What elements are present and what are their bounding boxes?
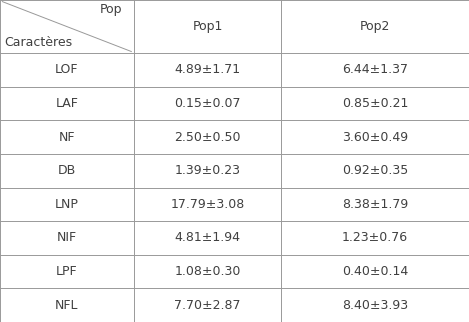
Text: Pop: Pop (99, 3, 122, 16)
Text: Pop1: Pop1 (192, 20, 223, 33)
Text: 7.70±2.87: 7.70±2.87 (174, 299, 241, 312)
Text: 0.92±0.35: 0.92±0.35 (342, 164, 408, 177)
Text: 3.60±0.49: 3.60±0.49 (342, 131, 408, 144)
Text: LNP: LNP (55, 198, 79, 211)
Text: 0.15±0.07: 0.15±0.07 (174, 97, 241, 110)
Text: 6.44±1.37: 6.44±1.37 (342, 63, 408, 76)
Text: 0.40±0.14: 0.40±0.14 (342, 265, 408, 278)
Text: 1.23±0.76: 1.23±0.76 (342, 232, 408, 244)
Text: 2.50±0.50: 2.50±0.50 (174, 131, 241, 144)
Text: 17.79±3.08: 17.79±3.08 (170, 198, 245, 211)
Text: 8.38±1.79: 8.38±1.79 (342, 198, 408, 211)
Text: 1.08±0.30: 1.08±0.30 (174, 265, 241, 278)
Text: 1.39±0.23: 1.39±0.23 (174, 164, 241, 177)
Text: LOF: LOF (55, 63, 79, 76)
Text: 0.85±0.21: 0.85±0.21 (342, 97, 408, 110)
Text: LAF: LAF (55, 97, 78, 110)
Text: Pop2: Pop2 (360, 20, 390, 33)
Text: 4.89±1.71: 4.89±1.71 (174, 63, 241, 76)
Text: 4.81±1.94: 4.81±1.94 (174, 232, 241, 244)
Text: NIF: NIF (57, 232, 77, 244)
Text: NFL: NFL (55, 299, 79, 312)
Text: DB: DB (58, 164, 76, 177)
Text: LPF: LPF (56, 265, 78, 278)
Text: Caractères: Caractères (5, 36, 73, 49)
Text: 8.40±3.93: 8.40±3.93 (342, 299, 408, 312)
Text: NF: NF (59, 131, 75, 144)
